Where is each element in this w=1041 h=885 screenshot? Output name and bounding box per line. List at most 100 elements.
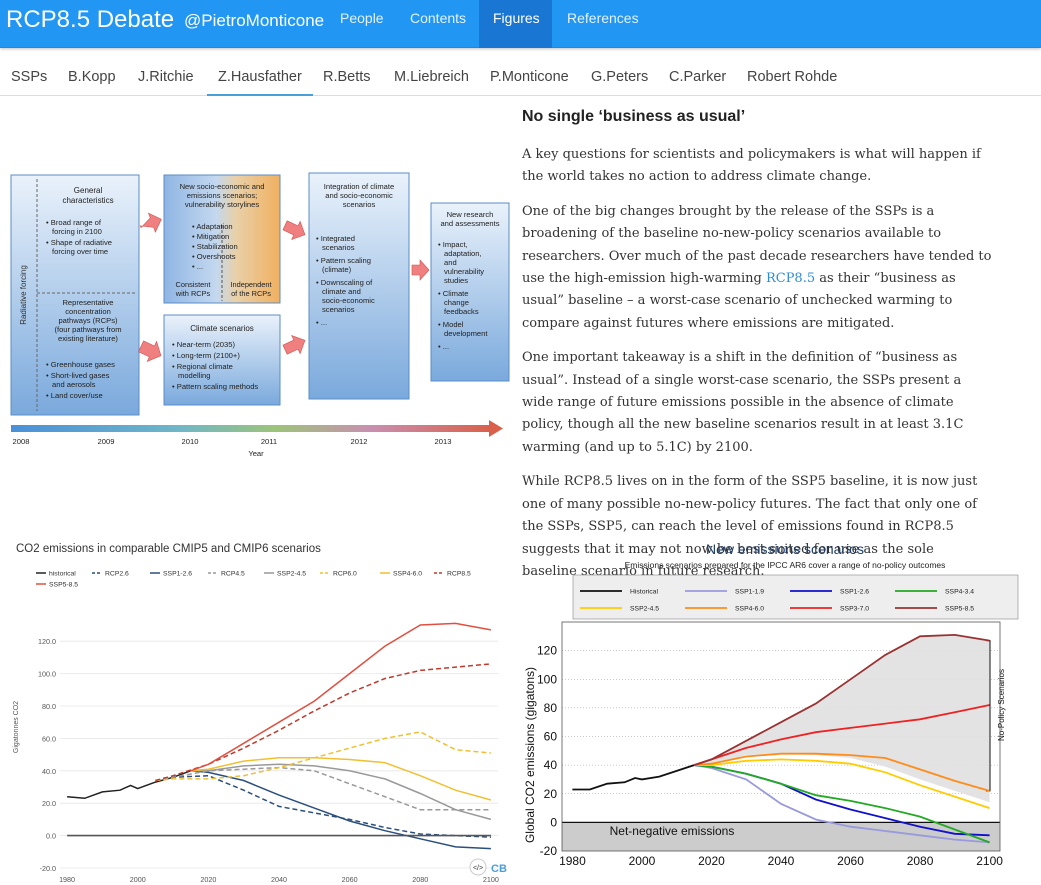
no-policy-band <box>694 634 990 803</box>
chart2-xtick: 1980 <box>559 854 586 868</box>
chart1-ylabel: Gigatonnes CO2 <box>13 701 20 753</box>
chart2-xtick: 2000 <box>629 854 656 868</box>
chart2-xtick: 2100 <box>976 854 1003 868</box>
year-2010: 2010 <box>182 437 199 446</box>
chart2-ytick: 0 <box>550 815 557 829</box>
tab-p-monticone[interactable]: P.Monticone <box>490 69 569 85</box>
chart1-xtick: 1980 <box>59 875 75 884</box>
chart2-series-ssp4-3-4 <box>694 764 990 844</box>
chart2-xtick: 2080 <box>907 854 934 868</box>
chart1-legend-label: SSP5-8.5 <box>49 582 78 589</box>
tab-b-kopp[interactable]: B.Kopp <box>68 69 116 85</box>
chart2-legend-label: SSP2-4.5 <box>630 606 659 613</box>
chart1-legend-label: SSP4-6.0 <box>393 571 422 578</box>
forcing-box <box>10 174 140 416</box>
chart1-ytick: 20.0 <box>42 799 56 808</box>
year-2012: 2012 <box>351 437 368 446</box>
carbonbrief-logo: CB <box>491 863 507 875</box>
radiative-forcing-label: Radiative forcing <box>19 265 28 325</box>
paragraph-1: A key questions for scientists and polic… <box>522 147 981 185</box>
chart2-xtick: 2060 <box>837 854 864 868</box>
chart2-legend-label: SSP3-7.0 <box>840 606 869 613</box>
chart1-ytick: 80.0 <box>42 702 56 711</box>
arrow-5 <box>411 259 430 281</box>
year-2013: 2013 <box>435 437 452 446</box>
embed-icon <box>469 858 487 876</box>
chart2-ytick: 80 <box>544 701 558 715</box>
chart2-ytick: -20 <box>540 844 558 858</box>
b1-items: • Broad range of forcing in 2100 • Shape … <box>46 218 112 256</box>
chart2-legend-box <box>572 574 1019 620</box>
chart2-series-ssp5-8-5 <box>693 633 990 766</box>
article-title: No single ‘business as usual’ <box>522 108 746 125</box>
tab-ssps[interactable]: SSPs <box>11 69 48 85</box>
b4-items: • Near-term (2035) • Long-term (2100+) • R… <box>172 340 258 391</box>
chart1-ytick: -20.0 <box>40 864 56 873</box>
b5-title: Integration of climate and socio-economic… <box>324 182 395 209</box>
tab-robert-rohde[interactable]: Robert Rohde <box>747 69 838 85</box>
chart2-series-ssp1-1-9 <box>693 764 990 844</box>
nav-figures[interactable]: Figures <box>479 0 552 48</box>
tab-z-hausfather[interactable]: Z.Hausfather <box>207 58 313 96</box>
chart2-legend-label: SSP4-3.4 <box>945 589 974 596</box>
chart2-legend-label: SSP4-6.0 <box>735 606 764 613</box>
tab-j-ritchie[interactable]: J.Ritchie <box>138 69 194 85</box>
year-bar <box>11 425 491 432</box>
chart2-xtick: 2020 <box>698 854 725 868</box>
b3-items: • Adaptation • Mitigation • Stabilization •… <box>192 222 238 271</box>
arrow-2 <box>138 340 162 362</box>
author-handle[interactable]: @PietroMonticone <box>184 11 325 30</box>
chart1-ytick: 60.0 <box>42 734 56 743</box>
chart2-ylabel: Global CO2 emissions (gigatons) <box>523 667 537 843</box>
b5-items: • Integrated scenarios • Pattern scaling(… <box>316 234 375 327</box>
no-policy-label: No-Policy Scenarios <box>997 669 1006 741</box>
arrow-3 <box>282 220 306 241</box>
paragraph-2: One of the big changes brought by the re… <box>522 203 992 331</box>
integration-box <box>308 172 410 400</box>
chart1-series-ssp2-4-5 <box>190 763 492 821</box>
chart2-series-ssp4-6-0 <box>694 752 990 792</box>
chart1-legend-label: SSP2-4.5 <box>277 571 306 578</box>
chart2-legend-label: SSP5-8.5 <box>945 606 974 613</box>
nav-references[interactable]: References <box>567 10 639 26</box>
chart1-legend-label: historical <box>49 571 76 578</box>
brand-title[interactable]: RCP8.5 Debate <box>6 6 175 33</box>
b6-items: • Impact, adaptation, and vulnerability stud… <box>438 240 490 351</box>
chart1-legend-label: RCP2.6 <box>105 571 129 578</box>
climate-scenarios-box <box>163 314 281 406</box>
tab-m-liebreich[interactable]: M.Liebreich <box>394 69 469 85</box>
chart2-legend-label: Historical <box>630 589 658 596</box>
chart2-ytick: 100 <box>537 672 557 686</box>
chart2-series-ssp3-7-0 <box>693 704 990 766</box>
chart1-ytick: 100.0 <box>38 670 56 679</box>
chart2-ytick: 60 <box>544 730 558 744</box>
b1-title: General characteristics <box>62 186 113 205</box>
paragraph-3: One important takeaway is a shift in the… <box>522 350 964 455</box>
year-2008: 2008 <box>13 437 30 446</box>
tab-c-parker[interactable]: C.Parker <box>669 69 727 85</box>
chart2-ytick: 20 <box>544 787 558 801</box>
nav-people[interactable]: People <box>340 10 384 26</box>
chart2-ytick: 120 <box>537 644 557 658</box>
chart1-ytick: 0.0 <box>46 832 56 841</box>
chart1-series-ssp4-6-0 <box>190 757 492 801</box>
scenario-process-diagram: Radiative forcing General characteristics… <box>10 172 510 458</box>
tab-g-peters[interactable]: G.Peters <box>591 69 649 85</box>
author-tabs: SSPs B.Kopp J.Ritchie Z.Hausfather R.Bet… <box>0 58 1041 96</box>
chart1-xtick: 2080 <box>412 875 428 884</box>
tab-r-betts[interactable]: R.Betts <box>323 69 371 85</box>
b2-title: Representative concentration pathways (RCP… <box>54 298 121 343</box>
chart2-legend-label: SSP1-2.6 <box>840 589 869 596</box>
chart2-xtick: 2040 <box>768 854 795 868</box>
socio-economic-box <box>163 174 281 304</box>
chart1-series-ssp1-2-6 <box>190 770 491 850</box>
chart1-series-rcp4-5 <box>155 766 491 811</box>
nav-contents[interactable]: Contents <box>410 10 467 26</box>
rcp85-link[interactable]: RCP8.5 <box>765 271 816 287</box>
chart2-series-historical <box>572 764 695 791</box>
navbar: RCP8.5 Debate @PietroMonticone People Co… <box>0 0 1041 48</box>
chart1-xtick: 2100 <box>483 875 499 884</box>
chart2-title: New emissions scenarios <box>706 541 864 557</box>
chart1-legend-label: SSP1-2.6 <box>163 571 192 578</box>
